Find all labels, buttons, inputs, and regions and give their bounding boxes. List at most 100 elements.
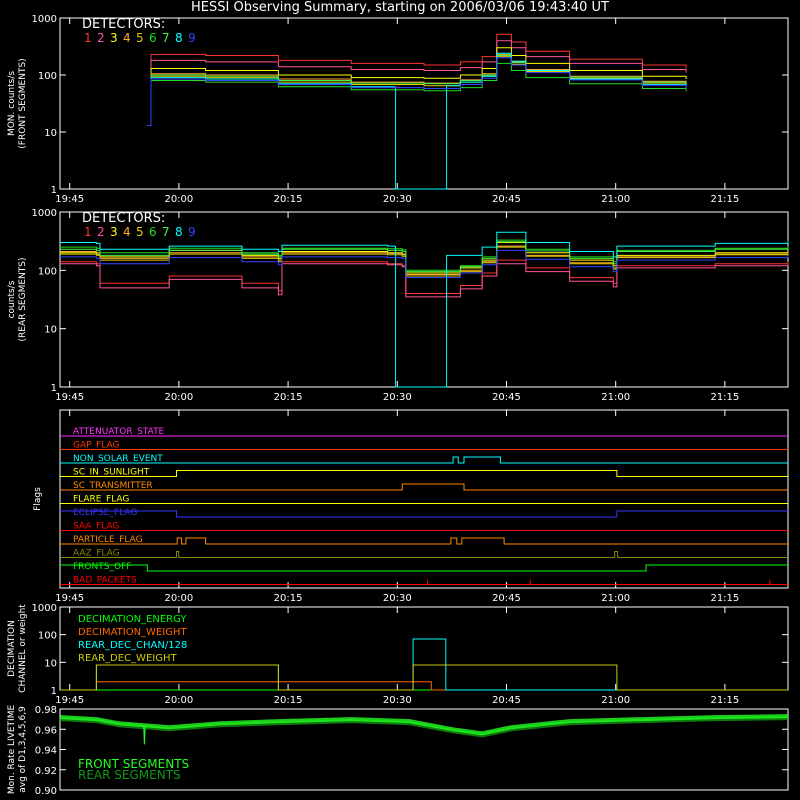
rear-panel-legend-item-7: 7 [162,225,170,239]
front-panel-xtick-label: 20:00 [164,194,193,205]
livetime-panel-series-0 [59,714,789,736]
flags-panel-label: FRONTS_OFF [73,562,131,572]
decimation-panel-series-1 [60,681,788,691]
rear-panel-legend-item-3: 3 [110,225,118,239]
livetime-panel-ytick-label: 0.90 [35,786,57,797]
rear-panel-xtick-label: 19:45 [55,392,84,403]
decimation-panel-legend-item: DECIMATION_WEIGHT [78,627,187,638]
front-panel-ytick-label: 100 [38,71,57,82]
rear-panel-xtick-label: 20:30 [383,392,412,403]
rear-panel-series-8 [60,231,789,388]
front-panel-series-7 [147,55,687,126]
flags-panel-xtick-label: 20:30 [383,593,412,604]
flags-panel-trace-aaz_flag [60,551,788,558]
decimation-panel-xtick-label: 21:15 [710,695,739,706]
front-panel-legend-item-6: 6 [149,31,157,45]
decimation-panel-series-3 [60,664,788,691]
rear-panel-ylabel: counts/s [7,280,17,318]
flags-panel-label: AAZ_FLAG [73,549,120,559]
decimation-panel-ytick-label: 10 [44,658,57,669]
front-panel-series-8 [147,52,687,190]
front-panel-legend-item-1: 1 [84,31,92,45]
flags-panel-xtick-label: 20:00 [164,593,193,604]
decimation-panel-ytick-label: 1000 [32,603,57,614]
flags-panel-trace-non_solar_event [60,456,788,464]
front-panel-legend-title: DETECTORS: [82,17,165,32]
decimation-panel-xtick-label: 20:15 [274,695,303,706]
rear-panel-ytick-label: 100 [38,266,57,277]
decimation-panel-ylabel: CHANNEL or weight [18,604,28,693]
decimation-panel-xtick-label: 19:45 [55,695,84,706]
rear-panel-legend-item-8: 8 [175,225,183,239]
rear-panel-legend-item-5: 5 [136,225,144,239]
livetime-panel-series-1 [59,716,789,738]
rear-panel-ytick-label: 1000 [32,208,57,219]
front-panel-xtick-label: 20:45 [492,194,521,205]
rear-panel-ytick-label: 10 [44,325,57,336]
front-panel-xtick-label: 20:30 [383,194,412,205]
rear-panel-legend-item-1: 1 [84,225,92,239]
rear-panel-legend-item-2: 2 [97,225,105,239]
decimation-panel-legend-item: DECIMATION_ENERGY [78,614,187,625]
flags-panel-label: NON_SOLAR_EVENT [73,454,163,464]
front-panel-legend-item-9: 9 [188,31,196,45]
rear-panel-series-9 [60,249,789,279]
livetime-panel-legend-item: FRONT SEGMENTS [78,757,189,771]
flags-panel-label: SC_TRANSMITTER [73,481,153,491]
livetime-panel-ytick-label: 0.96 [35,725,57,736]
livetime-panel-ytick-label: 0.98 [35,705,57,716]
front-panel-legend-item-7: 7 [162,31,170,45]
flags-panel-label: ECLIPSE_FLAG [73,508,137,518]
rear-panel-xtick-label: 20:00 [164,392,193,403]
front-panel-xtick-label: 19:45 [55,194,84,205]
rear-panel-legend-title: DETECTORS: [82,211,165,226]
front-panel-series-9 [147,57,687,126]
livetime-panel-legend-item: REAR SEGMENTS [78,768,181,782]
flags-panel-label: GAP_FLAG [73,441,119,451]
front-panel-xtick-label: 20:15 [274,194,303,205]
front-panel-series-2 [147,40,687,126]
front-panel-series-6 [147,62,687,126]
decimation-panel-legend-item: REAR_DEC_WEIGHT [78,653,177,664]
flags-panel-trace-sc_transmitter [60,483,788,491]
livetime-panel-dip [143,726,146,745]
decimation-panel-legend-item: REAR_DEC_CHAN/128 [78,640,187,651]
front-panel-legend-item-5: 5 [136,31,144,45]
rear-panel-legend-item-9: 9 [188,225,196,239]
livetime-panel-ytick-label: 0.94 [35,746,57,757]
flags-panel-ylabel: Flags [33,487,43,511]
rear-panel-series-1 [60,259,789,294]
flags-panel-label: SC_IN_SUNLIGHT [73,468,150,478]
decimation-panel-ytick-label: 1 [51,686,57,697]
flags-panel-xtick-label: 20:45 [492,593,521,604]
rear-panel-series-2 [60,263,789,298]
flags-panel-label: FLARE_FLAG [73,495,129,505]
flags-panel-label: BAD_PACKETS [73,576,137,586]
front-panel-legend-item-3: 3 [110,31,118,45]
rear-panel-ytick-label: 1 [51,383,57,394]
flags-panel-xtick-label: 21:15 [710,593,739,604]
flags-panel-trace-sc_in_sunlight [60,470,788,477]
front-panel-ylabel: MON. counts/s [7,71,17,136]
flags-panel-frame [59,409,789,589]
decimation-panel-xtick-label: 20:45 [492,695,521,706]
rear-panel-xtick-label: 21:00 [601,392,630,403]
rear-panel-ylabel: (REAR SEGMENTS) [18,257,28,341]
flags-panel-xtick-label: 20:15 [274,593,303,604]
rear-panel-xtick-label: 20:45 [492,392,521,403]
decimation-panel-xtick-label: 20:30 [383,695,412,706]
chart-title: HESSI Observing Summary, starting on 200… [191,0,609,15]
flags-panel-xtick-label: 21:00 [601,593,630,604]
flags-panel-xtick-label: 19:45 [55,593,84,604]
front-panel-legend-item-4: 4 [123,31,131,45]
flags-panel-label: SAA_FLAG [73,522,119,532]
flags-panel-label: PARTICLE_FLAG [73,535,143,545]
decimation-panel-ylabel: DECIMATION [7,620,17,677]
flags-panel-trace-particle_flag [60,537,788,545]
rear-panel-xtick-label: 21:15 [710,392,739,403]
front-panel-ytick-label: 1000 [32,14,57,25]
livetime-panel-ylabel: Mon. Rate LIVETIME [7,705,17,795]
decimation-panel-ytick-label: 100 [38,631,57,642]
flags-panel-trace-fronts_off [60,564,788,572]
front-panel-legend-item-8: 8 [175,31,183,45]
